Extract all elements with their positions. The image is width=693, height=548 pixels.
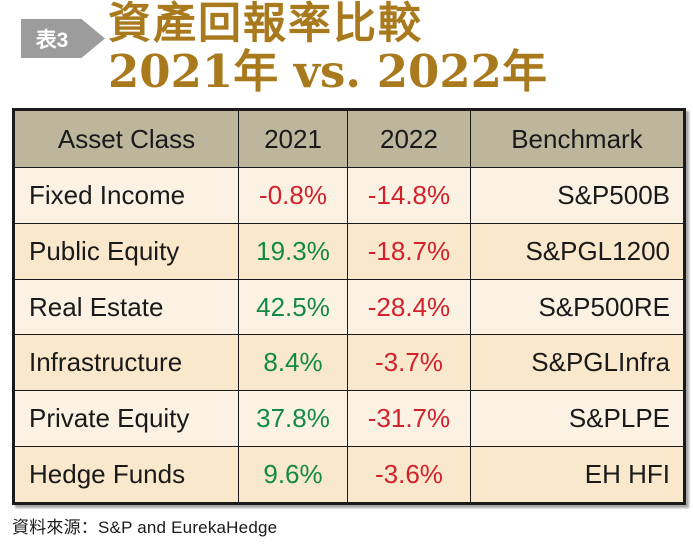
return-2021-cell: 9.6% (239, 447, 348, 502)
table-row: Infrastructure 8.4% -3.7% S&PGLInfra (15, 335, 683, 392)
return-2021-cell: 37.8% (239, 391, 348, 447)
header-benchmark: Benchmark (511, 123, 643, 154)
return-2022-cell: -18.7% (348, 223, 471, 279)
return-2022-cell: -28.4% (348, 279, 471, 335)
source-note: 資料來源：S&P and EurekaHedge (12, 518, 278, 537)
asset-class-cell: Public Equity (15, 223, 239, 279)
return-2022-cell: -3.7% (348, 335, 471, 391)
asset-class-cell: Private Equity (15, 391, 239, 447)
return-2022-cell: -3.6% (348, 447, 471, 502)
page-title: 資產回報率比較 (108, 0, 423, 49)
table-row: Real Estate 42.5% -28.4% S&P500RE (15, 279, 683, 336)
asset-class-cell: Real Estate (15, 279, 239, 335)
header-asset-class: Asset Class (15, 111, 239, 167)
asset-class-cell: Hedge Funds (15, 447, 239, 502)
title-block: 資產回報率比較 2021年 vs. 2022年 (108, 0, 547, 98)
benchmark-cell: S&P500RE (538, 291, 670, 322)
table-row: Hedge Funds 9.6% -3.6% EH HFI (15, 447, 683, 502)
return-2021-cell: 19.3% (239, 223, 348, 279)
header-2022: 2022 (348, 111, 471, 167)
return-2021-cell: -0.8% (239, 168, 348, 223)
return-2021-cell: 42.5% (239, 279, 348, 335)
page-subtitle: 2021年 vs. 2022年 (108, 44, 547, 98)
asset-returns-table: Asset Class 2021 2022 Benchmark Fixed In… (12, 108, 686, 505)
benchmark-cell: EH HFI (584, 459, 670, 490)
table-number-badge: 表3 (21, 19, 105, 58)
table-number-label: 表3 (35, 28, 69, 52)
benchmark-cell: S&PLPE (568, 403, 670, 434)
benchmark-cell: S&PGLInfra (531, 347, 670, 378)
asset-class-cell: Infrastructure (15, 335, 239, 391)
return-2022-cell: -14.8% (348, 168, 471, 223)
header-2021: 2021 (239, 111, 348, 167)
return-2021-cell: 8.4% (239, 335, 348, 391)
table-row: Public Equity 19.3% -18.7% S&PGL1200 (15, 223, 683, 280)
return-2022-cell: -31.7% (348, 391, 471, 447)
table-header-row: Asset Class 2021 2022 Benchmark (15, 111, 683, 168)
benchmark-cell: S&P500B (557, 179, 670, 210)
table-row: Fixed Income -0.8% -14.8% S&P500B (15, 168, 683, 224)
table-row: Private Equity 37.8% -31.7% S&PLPE (15, 391, 683, 448)
benchmark-cell: S&PGL1200 (525, 235, 670, 266)
asset-class-cell: Fixed Income (15, 168, 239, 223)
